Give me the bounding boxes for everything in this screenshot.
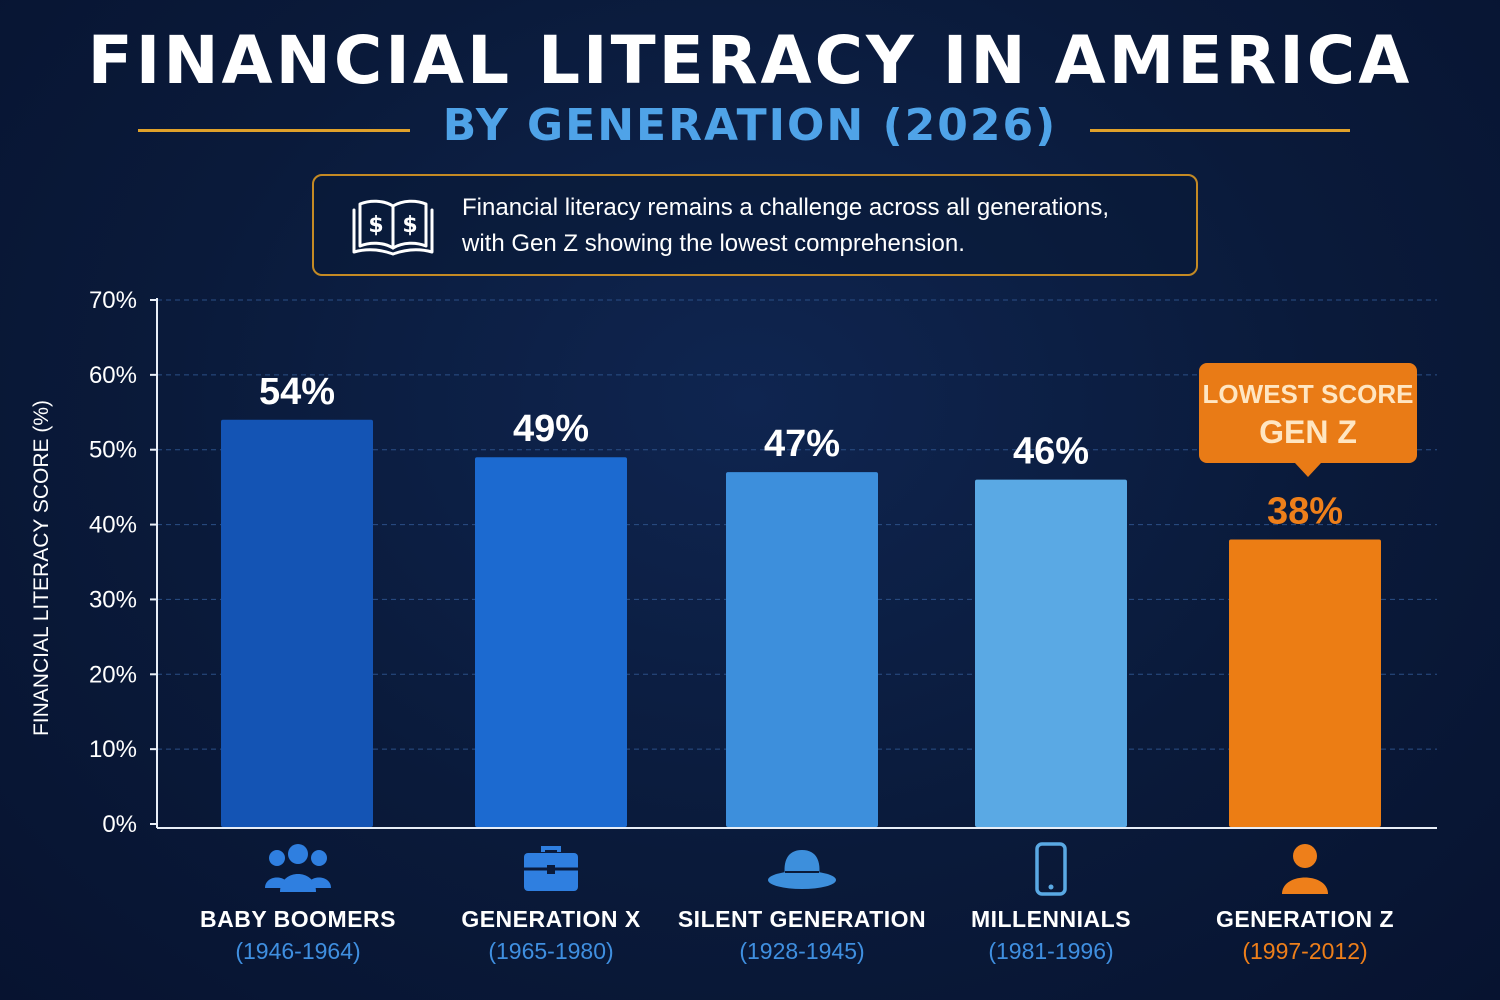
category-years-generation-z: (1997-2012) xyxy=(1242,938,1368,964)
bar xyxy=(221,419,373,827)
badge-pointer xyxy=(1295,463,1321,477)
value-label: 38% xyxy=(1267,491,1343,533)
bars xyxy=(221,419,1381,827)
book-dollar-icon: $ $ xyxy=(352,199,434,256)
value-label: 49% xyxy=(513,408,589,450)
category-years-baby-boomers: (1946-1964) xyxy=(235,938,361,964)
bar xyxy=(475,457,627,827)
category-years-millennials: (1981-1996) xyxy=(988,938,1114,964)
lowest-score-badge: LOWEST SCORE GEN Z xyxy=(1199,363,1417,477)
y-axis-label: FINANCIAL LITERACY SCORE (%) xyxy=(30,400,53,736)
badge-generation: GEN Z xyxy=(1259,414,1357,450)
y-tick-label: 70% xyxy=(89,287,137,314)
category-name-generation-z: GENERATION Z xyxy=(1215,906,1395,932)
bar xyxy=(975,479,1127,827)
badge-label: LOWEST SCORE xyxy=(1202,379,1414,409)
group-icon xyxy=(265,844,331,892)
value-label: 46% xyxy=(1013,431,1089,473)
y-tick-label: 10% xyxy=(89,736,137,763)
category-name-generation-x: GENERATION X xyxy=(461,906,641,932)
svg-text:$: $ xyxy=(368,213,383,238)
y-tick-label: 60% xyxy=(89,362,137,389)
category-years-generation-x: (1965-1980) xyxy=(488,938,614,964)
category-years-silent-generation: (1928-1945) xyxy=(739,938,865,964)
subtitle-rule-left xyxy=(138,129,410,132)
subtitle-rule-right xyxy=(1090,129,1350,132)
y-tick-label: 0% xyxy=(102,811,137,838)
hat-icon xyxy=(768,850,836,889)
category-name-baby-boomers: BABY BOOMERS xyxy=(200,906,396,932)
subtitle-row: BY GENERATION (2026) xyxy=(0,100,1500,160)
bar xyxy=(726,472,878,827)
callout-text: Financial literacy remains a challenge a… xyxy=(462,190,1182,262)
value-labels: 54% 49% 47% 46% 38% xyxy=(259,371,1343,533)
y-tick-label: 30% xyxy=(89,586,137,613)
value-label: 54% xyxy=(259,371,335,413)
svg-text:$: $ xyxy=(402,213,417,238)
callout-line-1: Financial literacy remains a challenge a… xyxy=(462,194,1109,221)
briefcase-icon xyxy=(524,846,578,891)
person-icon xyxy=(1282,844,1328,894)
bar xyxy=(1229,539,1381,827)
callout-line-2: with Gen Z showing the lowest comprehens… xyxy=(462,230,965,257)
category-name-silent-generation: SILENT GENERATION xyxy=(677,906,927,932)
chart-title: FINANCIAL LITERACY IN AMERICA xyxy=(87,22,1413,99)
value-label: 47% xyxy=(764,423,840,465)
smartphone-icon xyxy=(1035,842,1067,896)
y-tick-label: 50% xyxy=(89,437,137,464)
chart-subtitle: BY GENERATION (2026) xyxy=(442,100,1058,151)
y-tick-label: 40% xyxy=(89,512,137,539)
y-tick-labels: 0% 10% 20% 30% 40% 50% 60% 70% xyxy=(89,287,157,838)
insight-callout: $ $ Financial literacy remains a challen… xyxy=(312,174,1198,276)
category-name-millennials: MILLENNIALS xyxy=(970,906,1132,932)
y-tick-label: 20% xyxy=(89,661,137,688)
